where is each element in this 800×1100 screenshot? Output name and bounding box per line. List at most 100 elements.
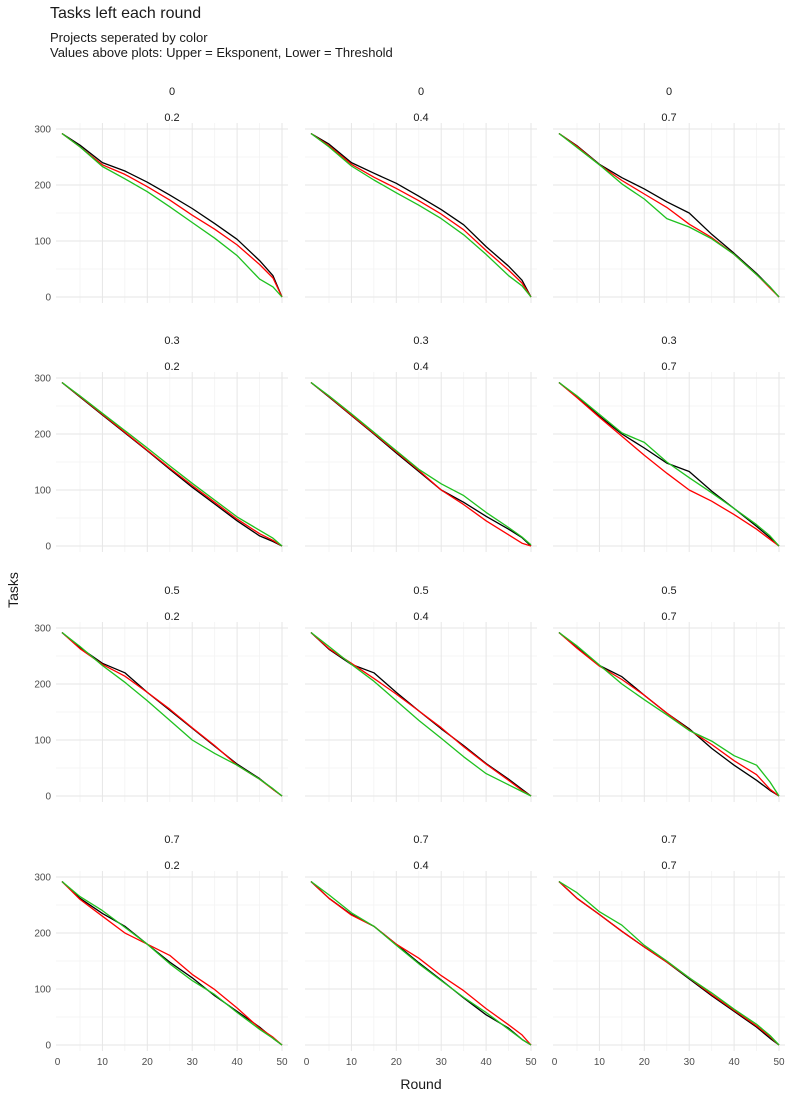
x-tick-label: 0 [552, 1057, 558, 1068]
y-tick-label: 300 [34, 374, 51, 385]
y-tick-label: 100 [34, 736, 51, 747]
series-line [61, 881, 283, 1046]
series-line [558, 631, 780, 797]
series-line [61, 132, 283, 298]
x-tick-label: 50 [276, 1057, 288, 1068]
strip-label-threshold: 0.2 [164, 611, 179, 623]
strip-label-eksponent: 0.5 [413, 585, 428, 597]
x-tick-label: 40 [729, 1057, 741, 1068]
facet-panel: 0.3 0.4 [305, 335, 537, 552]
strip-label-threshold: 0.2 [164, 361, 179, 373]
x-tick-label: 20 [639, 1057, 651, 1068]
y-tick-label: 0 [45, 792, 51, 803]
y-tick-label: 100 [34, 985, 51, 996]
strip-label-threshold: 0.4 [413, 860, 428, 872]
subtitle-line-2: Values above plots: Upper = Eksponent, L… [50, 45, 393, 60]
x-tick-label: 40 [481, 1057, 493, 1068]
chart-title: Tasks left each round [50, 5, 202, 22]
y-tick-label: 100 [34, 486, 51, 497]
strip-label-eksponent: 0.7 [164, 834, 179, 846]
series-line [310, 632, 532, 797]
facet-panel: 00.4 [305, 86, 537, 303]
y-tick-label: 300 [34, 125, 51, 136]
strip-label-eksponent: 0 [418, 86, 424, 98]
strip-label-eksponent: 0.5 [164, 585, 179, 597]
x-tick-label: 10 [97, 1057, 109, 1068]
strip-label-eksponent: 0 [666, 86, 672, 98]
x-tick-label: 40 [232, 1057, 244, 1068]
x-tick-label: 30 [187, 1057, 199, 1068]
series-line [61, 881, 283, 1046]
strip-label-threshold: 0.2 [164, 112, 179, 124]
y-tick-label: 100 [34, 237, 51, 248]
x-tick-label: 10 [346, 1057, 358, 1068]
series-line [558, 381, 780, 547]
series-line [310, 381, 532, 546]
series-line [558, 632, 780, 797]
series-line [310, 381, 532, 547]
y-tick-label: 300 [34, 624, 51, 635]
x-tick-label: 50 [773, 1057, 785, 1068]
y-tick-label: 300 [34, 873, 51, 884]
series-line [310, 132, 532, 298]
series-line [310, 132, 532, 298]
strip-label-threshold: 0.7 [661, 112, 676, 124]
series-line [310, 132, 532, 298]
strip-label-threshold: 0.4 [413, 361, 428, 373]
series-line [310, 881, 532, 1046]
strip-label-eksponent: 0.3 [413, 335, 428, 347]
x-tick-label: 30 [436, 1057, 448, 1068]
series-line [61, 381, 283, 547]
x-tick-label: 0 [55, 1057, 61, 1068]
x-tick-label: 20 [142, 1057, 154, 1068]
y-tick-label: 0 [45, 542, 51, 553]
strip-label-threshold: 0.4 [413, 112, 428, 124]
series-line [558, 382, 780, 547]
facet-panel: 0.7 0.2 0 100 200 300 0 10 20 30 40 50 [34, 834, 288, 1068]
series-line [61, 132, 283, 298]
facet-panel: 0.5 0.7 [553, 585, 785, 802]
y-tick-label: 200 [34, 181, 51, 192]
series-line [61, 381, 283, 547]
strip-label-threshold: 0.7 [661, 361, 676, 373]
series-line [558, 381, 780, 547]
strip-label-eksponent: 0.7 [661, 834, 676, 846]
chart-subtitle: Projects seperated by color Values above… [50, 30, 393, 60]
facet-panel: 0.3 0.2 0 100 200 300 [34, 335, 288, 553]
strip-label-threshold: 0.7 [661, 860, 676, 872]
facet-panel: 00.7 [553, 86, 785, 303]
strip-label-threshold: 0.4 [413, 611, 428, 623]
y-tick-label: 0 [45, 1041, 51, 1052]
strip-label-eksponent: 0.3 [164, 335, 179, 347]
x-tick-label: 10 [594, 1057, 606, 1068]
series-line [310, 631, 532, 797]
x-tick-label: 50 [525, 1057, 537, 1068]
strip-label-eksponent: 0.3 [661, 335, 676, 347]
strip-label-threshold: 0.7 [661, 611, 676, 623]
series-line [61, 132, 283, 298]
y-axis-title: Tasks [5, 572, 21, 608]
x-tick-label: 20 [391, 1057, 403, 1068]
series-line [310, 381, 532, 547]
x-tick-label: 30 [684, 1057, 696, 1068]
facet-panel: 0.5 0.2 0 100 200 300 [34, 585, 288, 803]
facet-panel: 0.7 0.4 0 10 20 30 40 50 [304, 834, 537, 1068]
series-line [61, 632, 283, 797]
y-tick-label: 200 [34, 680, 51, 691]
series-line [558, 132, 780, 298]
series-line [310, 880, 532, 1046]
strip-label-eksponent: 0.7 [413, 834, 428, 846]
y-tick-label: 200 [34, 929, 51, 940]
series-line [558, 880, 780, 1046]
facet-panel: 0 0.2 0 100 200 300 [34, 86, 288, 304]
series-line [61, 631, 283, 797]
x-axis-title: Round [400, 1076, 441, 1092]
strip-label-threshold: 0.2 [164, 860, 179, 872]
y-tick-label: 0 [45, 293, 51, 304]
x-tick-label: 0 [304, 1057, 310, 1068]
strip-label-eksponent: 0.5 [661, 585, 676, 597]
facet-panel: 0.3 0.7 [553, 335, 785, 552]
series-line [310, 881, 532, 1046]
strip-label-eksponent: 0 [169, 86, 175, 98]
facet-panel: 0.7 0.7 0 10 20 30 40 50 [552, 834, 785, 1068]
